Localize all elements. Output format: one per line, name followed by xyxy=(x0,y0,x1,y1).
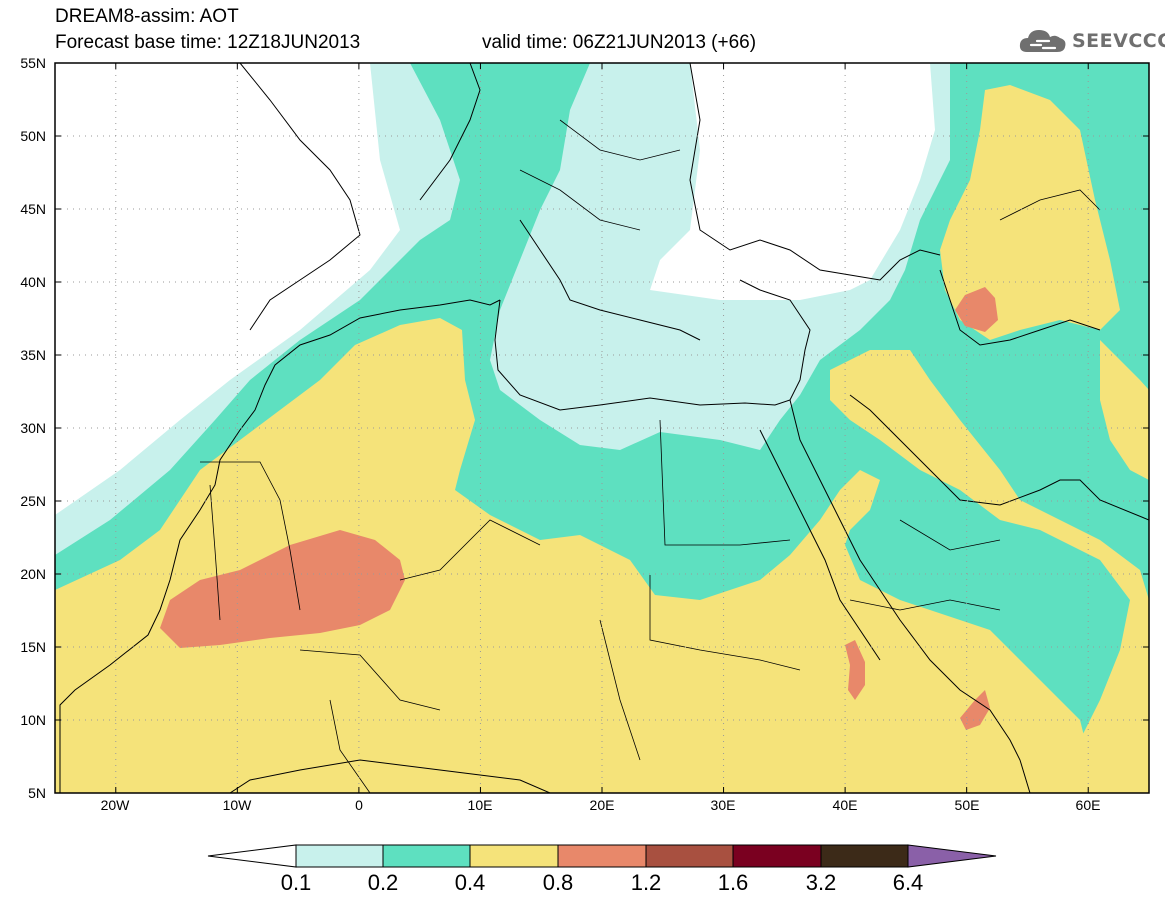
lat-label-35n: 35N xyxy=(20,347,46,363)
colorbar-swatch-0-2 xyxy=(382,844,471,868)
cloud-icon xyxy=(1019,30,1066,52)
colorbar-below-min xyxy=(207,844,297,868)
colorbar-above-max xyxy=(907,844,997,868)
lon-label-10w: 10W xyxy=(222,797,252,813)
lat-label-50n: 50N xyxy=(20,128,46,144)
colorbar xyxy=(207,844,997,868)
lon-label-40e: 40E xyxy=(832,797,858,813)
lon-label-50e: 50E xyxy=(954,797,980,813)
lat-label-55n: 55N xyxy=(20,55,46,71)
lat-label-30n: 30N xyxy=(20,420,46,436)
axis-ticks xyxy=(55,62,1149,794)
logo-text: SEEVCCC xyxy=(1072,30,1165,52)
aot-band-0-8 xyxy=(160,287,998,730)
colorbar-label-1-6: 1.6 xyxy=(717,870,749,895)
map-title: DREAM8-assim: AOT xyxy=(55,6,239,27)
valid-time: valid time: 06Z21JUN2013 (+66) xyxy=(482,32,757,53)
colorbar-label-1-2: 1.2 xyxy=(630,870,662,895)
map-plot-area xyxy=(55,63,1149,793)
lat-label-20n: 20N xyxy=(20,566,46,582)
colorbar-label-0-2: 0.2 xyxy=(367,870,399,895)
forecast-base-time: Forecast base time: 12Z18JUN2013 xyxy=(55,32,361,53)
colorbar-swatch-0-1 xyxy=(295,844,384,868)
lat-label-15n: 15N xyxy=(20,639,46,655)
seevccc-logo: SEEVCCC xyxy=(1017,24,1165,58)
lon-label-20e: 20E xyxy=(589,797,615,813)
colorbar-swatch-3-2 xyxy=(820,844,909,868)
colorbar-swatch-0-8 xyxy=(557,844,647,868)
colorbar-swatch-0-4 xyxy=(469,844,559,868)
lon-label-30e: 30E xyxy=(710,797,736,813)
colorbar-swatch-1-6 xyxy=(732,844,822,868)
colorbar-label-0-8: 0.8 xyxy=(542,870,574,895)
colorbar-label-0-4: 0.4 xyxy=(454,870,486,895)
country-borders xyxy=(200,119,1101,793)
lon-label-10e: 10E xyxy=(467,797,493,813)
lat-label-40n: 40N xyxy=(20,274,46,290)
lat-label-45n: 45N xyxy=(20,201,46,217)
graticule xyxy=(55,63,1149,793)
lat-label-5n: 5N xyxy=(28,785,46,801)
aot-band-0-4 xyxy=(55,85,1149,793)
coastlines xyxy=(59,63,1149,793)
colorbar-swatch-1-2 xyxy=(645,844,734,868)
colorbar-label-0-1: 0.1 xyxy=(280,870,312,895)
lat-label-25n: 25N xyxy=(20,493,46,509)
colorbar-label-6-4: 6.4 xyxy=(892,870,924,895)
lon-label-20w: 20W xyxy=(100,797,130,813)
colorbar-label-3-2: 3.2 xyxy=(805,870,837,895)
lon-label-60e: 60E xyxy=(1075,797,1101,813)
lon-label-0: 0 xyxy=(355,797,363,813)
lat-label-10n: 10N xyxy=(20,712,46,728)
